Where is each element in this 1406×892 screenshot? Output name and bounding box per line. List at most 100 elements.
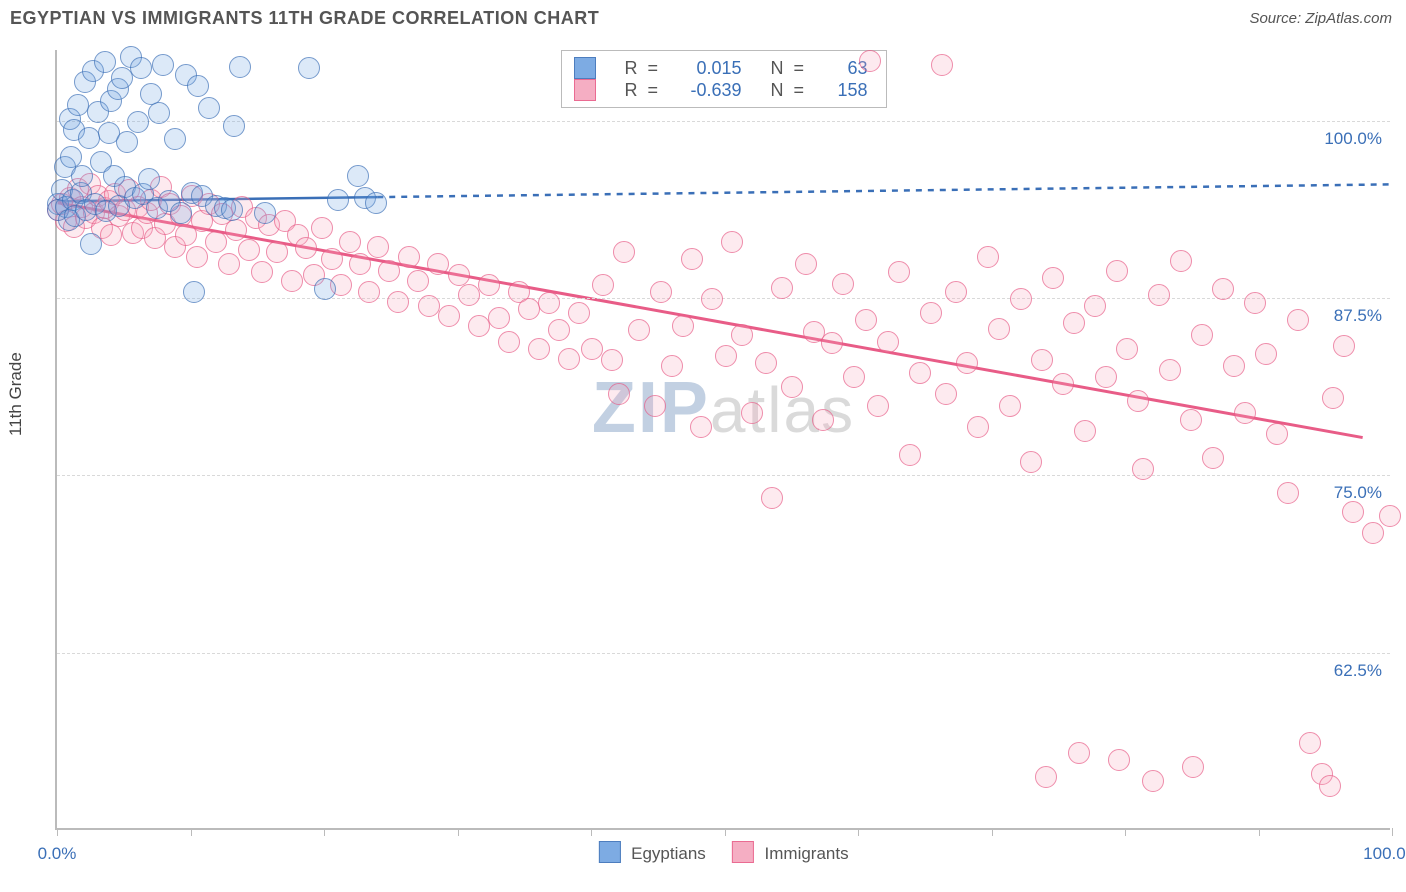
stats-R-value-immigrants: -0.639: [672, 80, 742, 101]
stats-N-value-immigrants: 158: [818, 80, 868, 101]
scatter-point-immigrants: [548, 319, 570, 341]
scatter-point-immigrants: [568, 302, 590, 324]
scatter-point-immigrants: [1342, 501, 1364, 523]
scatter-point-immigrants: [731, 324, 753, 346]
stats-R-value-egyptians: 0.015: [672, 58, 742, 79]
scatter-point-immigrants: [1010, 288, 1032, 310]
x-tick: [725, 828, 726, 836]
chart-title: EGYPTIAN VS IMMIGRANTS 11TH GRADE CORREL…: [10, 8, 599, 29]
scatter-point-immigrants: [999, 395, 1021, 417]
scatter-point-immigrants: [321, 248, 343, 270]
y-tick-label: 100.0%: [1324, 129, 1382, 149]
stats-legend-box: R = 0.015 N = 63 R = -0.639 N = 158: [561, 50, 887, 108]
regression-line: [58, 203, 1363, 438]
swatch-egyptians: [598, 841, 620, 863]
x-tick-label: 0.0%: [38, 844, 77, 864]
scatter-point-immigrants: [1333, 335, 1355, 357]
scatter-point-immigrants: [877, 331, 899, 353]
legend-label: Egyptians: [631, 844, 706, 863]
scatter-point-egyptians: [78, 127, 100, 149]
scatter-point-immigrants: [956, 352, 978, 374]
scatter-point-immigrants: [843, 366, 865, 388]
gridline-horizontal: [57, 653, 1390, 654]
scatter-point-egyptians: [127, 111, 149, 133]
scatter-point-immigrants: [672, 315, 694, 337]
scatter-point-immigrants: [795, 253, 817, 275]
scatter-point-egyptians: [138, 168, 160, 190]
x-tick: [57, 828, 58, 836]
swatch-egyptians: [574, 57, 596, 79]
x-tick: [1259, 828, 1260, 836]
scatter-point-immigrants: [1142, 770, 1164, 792]
scatter-point-immigrants: [967, 416, 989, 438]
scatter-point-immigrants: [205, 231, 227, 253]
scatter-point-egyptians: [254, 202, 276, 224]
scatter-point-immigrants: [1095, 366, 1117, 388]
scatter-point-immigrants: [661, 355, 683, 377]
stats-N-label: N: [752, 80, 784, 101]
scatter-point-immigrants: [592, 274, 614, 296]
scatter-point-egyptians: [67, 94, 89, 116]
scatter-point-immigrants: [1223, 355, 1245, 377]
scatter-point-immigrants: [448, 264, 470, 286]
scatter-point-immigrants: [1234, 402, 1256, 424]
scatter-point-immigrants: [935, 383, 957, 405]
scatter-point-immigrants: [1266, 423, 1288, 445]
scatter-point-immigrants: [468, 315, 490, 337]
scatter-point-immigrants: [349, 253, 371, 275]
gridline-horizontal: [57, 298, 1390, 299]
scatter-point-immigrants: [899, 444, 921, 466]
x-tick: [191, 828, 192, 836]
scatter-point-immigrants: [398, 246, 420, 268]
scatter-point-immigrants: [644, 395, 666, 417]
source-label: Source: ZipAtlas.com: [1249, 10, 1392, 27]
scatter-point-immigrants: [1170, 250, 1192, 272]
scatter-point-immigrants: [218, 253, 240, 275]
scatter-point-immigrants: [601, 349, 623, 371]
scatter-point-egyptians: [365, 192, 387, 214]
scatter-point-immigrants: [581, 338, 603, 360]
scatter-point-immigrants: [931, 54, 953, 76]
scatter-point-immigrants: [1202, 447, 1224, 469]
y-axis-label: 11th Grade: [6, 352, 26, 436]
legend-bottom: Egyptians Immigrants: [598, 841, 848, 864]
scatter-point-immigrants: [498, 331, 520, 353]
x-tick: [992, 828, 993, 836]
scatter-point-immigrants: [867, 395, 889, 417]
scatter-point-egyptians: [130, 57, 152, 79]
scatter-point-immigrants: [528, 338, 550, 360]
stats-row-egyptians: R = 0.015 N = 63: [574, 57, 868, 79]
x-tick: [591, 828, 592, 836]
x-tick-label: 100.0%: [1363, 844, 1406, 864]
swatch-immigrants: [574, 79, 596, 101]
scatter-point-immigrants: [225, 219, 247, 241]
regression-line: [377, 184, 1389, 197]
scatter-point-immigrants: [378, 260, 400, 282]
scatter-point-egyptians: [298, 57, 320, 79]
scatter-point-immigrants: [988, 318, 1010, 340]
scatter-point-immigrants: [1319, 775, 1341, 797]
scatter-point-egyptians: [229, 56, 251, 78]
scatter-point-immigrants: [458, 284, 480, 306]
plot-area: ZIPatlas R = 0.015 N = 63 R = -0.639 N =…: [55, 50, 1390, 830]
x-tick: [1392, 828, 1393, 836]
x-tick: [458, 828, 459, 836]
scatter-point-immigrants: [832, 273, 854, 295]
scatter-point-immigrants: [1379, 505, 1401, 527]
scatter-point-immigrants: [628, 319, 650, 341]
swatch-immigrants: [732, 841, 754, 863]
legend-item-egyptians: Egyptians: [598, 841, 705, 864]
scatter-point-egyptians: [94, 51, 116, 73]
legend-label: Immigrants: [765, 844, 849, 863]
stats-N-label: N: [752, 58, 784, 79]
stats-R-label: R: [606, 58, 638, 79]
scatter-point-egyptians: [71, 165, 93, 187]
scatter-point-immigrants: [1191, 324, 1213, 346]
scatter-point-immigrants: [715, 345, 737, 367]
chart-container: EGYPTIAN VS IMMIGRANTS 11TH GRADE CORREL…: [0, 0, 1406, 892]
scatter-point-immigrants: [741, 402, 763, 424]
scatter-point-immigrants: [855, 309, 877, 331]
scatter-point-immigrants: [859, 50, 881, 72]
scatter-point-immigrants: [1106, 260, 1128, 282]
legend-item-immigrants: Immigrants: [732, 841, 849, 864]
